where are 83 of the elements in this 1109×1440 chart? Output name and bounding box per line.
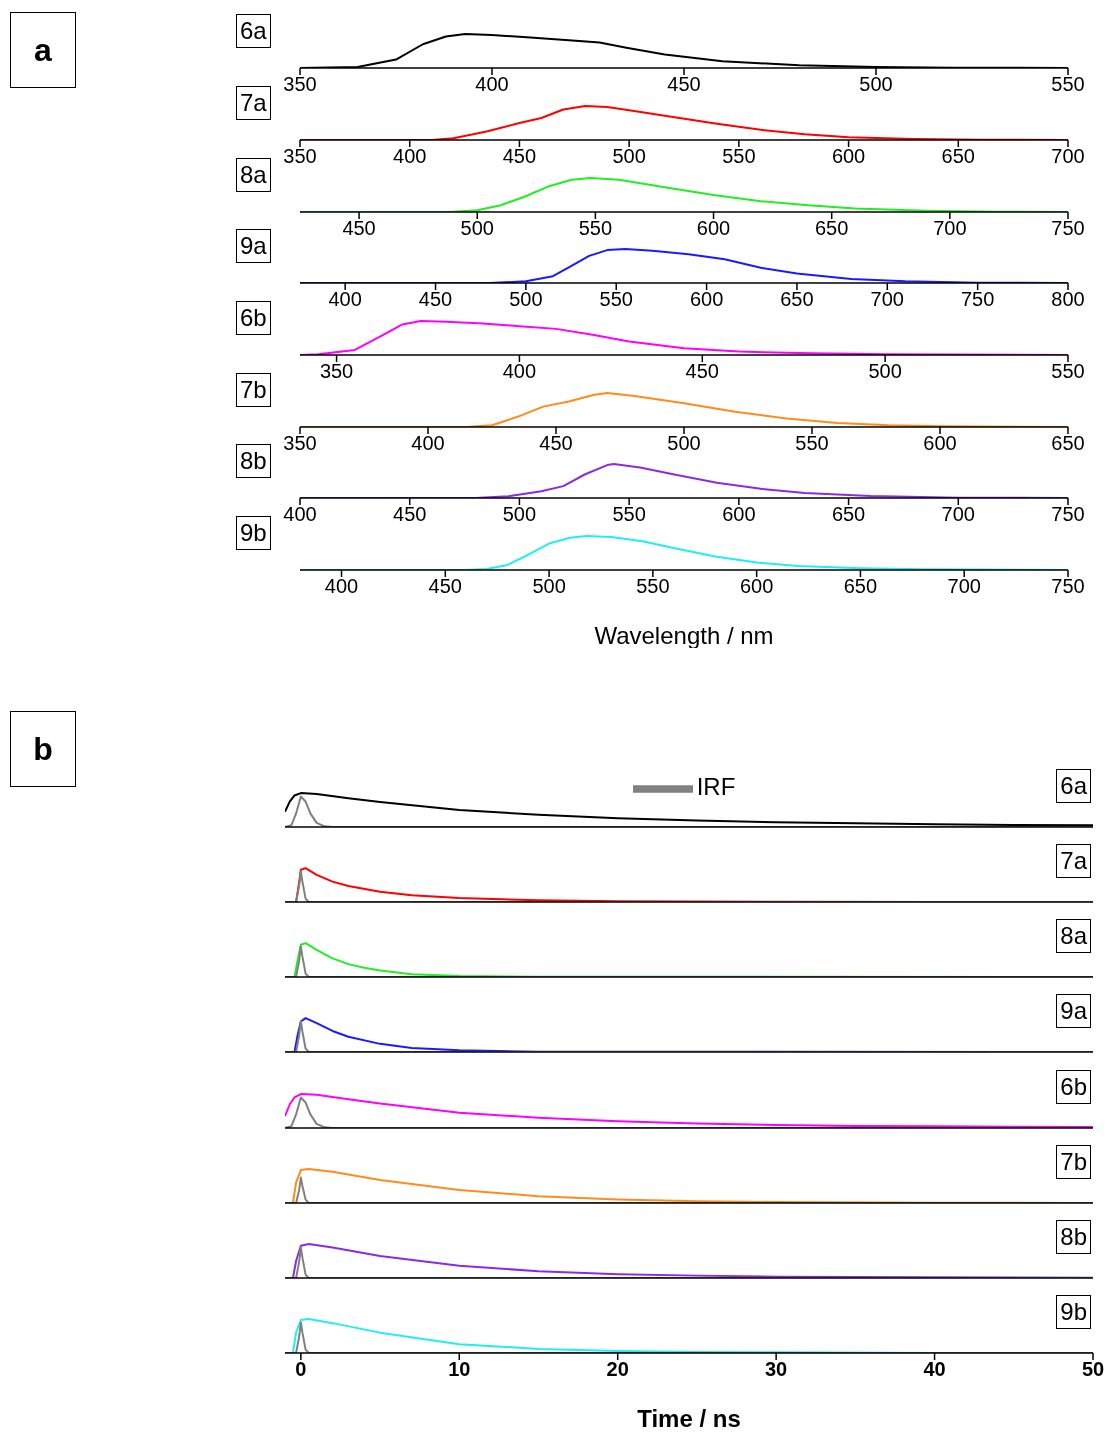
- x-tick-label: 550: [795, 432, 829, 455]
- x-tick-label: 500: [509, 288, 543, 311]
- legend-label: IRF: [696, 773, 736, 801]
- x-tick-label: 500: [667, 432, 701, 455]
- x-tick-label: 450: [667, 73, 701, 96]
- x-tick-label: 350: [283, 432, 317, 455]
- x-tick-label: 450: [418, 288, 453, 311]
- x-tick-label: 500: [460, 217, 494, 240]
- x-tick-label: 400: [502, 360, 537, 383]
- x-tick-label: 800: [1051, 288, 1085, 311]
- x-tick-label: 50: [1081, 1358, 1105, 1381]
- x-axis-title: Time / ns: [637, 1405, 741, 1432]
- x-tick-label: 400: [324, 575, 359, 598]
- x-tick-label: 0: [295, 1358, 307, 1381]
- chart-title: 9a: [1056, 994, 1091, 1028]
- chart-title: 7a: [236, 86, 271, 120]
- x-tick-label: 450: [502, 145, 537, 168]
- text: b: [10, 711, 76, 787]
- x-tick-label: 350: [283, 145, 317, 168]
- chart-title: 9a: [236, 229, 271, 263]
- x-tick-label: 500: [532, 575, 566, 598]
- x-tick-label: 550: [722, 145, 756, 168]
- x-tick-label: 400: [411, 432, 445, 455]
- x-tick-label: 750: [960, 288, 995, 311]
- x-tick-label: 550: [578, 217, 613, 240]
- x-tick-label: 350: [319, 360, 354, 383]
- x-tick-label: 400: [283, 503, 317, 526]
- x-tick-label: 600: [831, 145, 866, 168]
- chart-title: 9b: [236, 516, 271, 550]
- text: a: [10, 12, 76, 88]
- x-tick-label: 600: [739, 575, 774, 598]
- x-tick-label: 10: [448, 1358, 471, 1381]
- x-tick-label: 20: [606, 1358, 629, 1381]
- x-tick-label: 650: [941, 145, 975, 168]
- chart-title: 9b: [1056, 1295, 1091, 1329]
- x-tick-label: 500: [612, 145, 646, 168]
- chart-title: 7b: [1056, 1145, 1091, 1179]
- chart-title: 7a: [1056, 844, 1091, 878]
- x-tick-label: 750: [1051, 503, 1085, 526]
- chart-title: 7b: [236, 373, 271, 407]
- chart-title: 8b: [236, 444, 271, 478]
- x-tick-label: 600: [696, 217, 731, 240]
- x-tick-label: 650: [843, 575, 878, 598]
- x-tick-label: 500: [502, 503, 537, 526]
- x-tick-label: 650: [1051, 432, 1085, 455]
- x-tick-label: 400: [393, 145, 427, 168]
- x-tick-label: 650: [831, 503, 866, 526]
- x-tick-label: 600: [722, 503, 756, 526]
- x-tick-label: 600: [689, 288, 724, 311]
- x-tick-label: 650: [815, 217, 849, 240]
- x-tick-label: 550: [1051, 360, 1085, 383]
- chart-title: 8b: [1056, 1220, 1091, 1254]
- x-tick-label: 400: [475, 73, 509, 96]
- x-tick-label: 450: [428, 575, 462, 598]
- x-tick-label: 700: [941, 503, 975, 526]
- chart-title: 6b: [1056, 1070, 1091, 1104]
- x-tick-label: 700: [870, 288, 904, 311]
- chart-title: 6b: [236, 301, 271, 335]
- x-tick-label: 550: [1051, 73, 1085, 96]
- x-tick-label: 500: [868, 360, 902, 383]
- x-tick-label: 650: [780, 288, 814, 311]
- x-tick-label: 450: [342, 217, 376, 240]
- chart-title: 6a: [1056, 769, 1091, 803]
- x-tick-label: 450: [393, 503, 427, 526]
- x-tick-label: 750: [1051, 217, 1085, 240]
- x-tick-label: 500: [859, 73, 893, 96]
- chart-title: 8a: [1056, 919, 1091, 953]
- x-tick-label: 450: [685, 360, 719, 383]
- x-tick-label: 550: [636, 575, 670, 598]
- x-tick-label: 700: [1051, 145, 1085, 168]
- x-tick-label: 700: [947, 575, 981, 598]
- x-tick-label: 30: [765, 1358, 788, 1381]
- x-tick-label: 400: [328, 288, 362, 311]
- chart-title: 6a: [236, 14, 271, 48]
- x-tick-label: 700: [933, 217, 967, 240]
- x-tick-label: 450: [539, 432, 573, 455]
- x-tick-label: 550: [599, 288, 633, 311]
- x-tick-label: 600: [923, 432, 957, 455]
- x-tick-label: 550: [612, 503, 646, 526]
- x-tick-label: 350: [283, 73, 317, 96]
- chart-title: 8a: [236, 158, 271, 192]
- x-tick-label: 750: [1051, 575, 1085, 598]
- x-tick-label: 40: [923, 1358, 946, 1381]
